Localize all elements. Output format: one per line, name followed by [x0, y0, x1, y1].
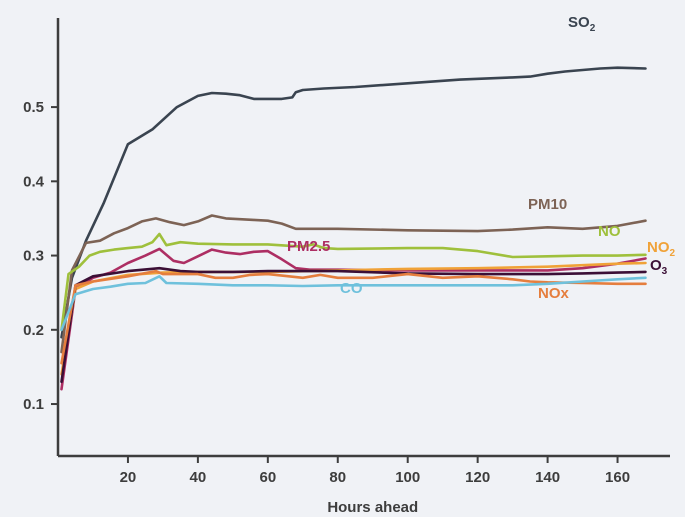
x-tick-label: 80	[329, 469, 346, 486]
x-ticks: 20 40 60 80 100 120 140 160	[120, 456, 630, 486]
series-label-text: PM10	[528, 196, 567, 213]
series-label-no: NO	[598, 223, 621, 240]
series-label-text: SO	[568, 14, 590, 31]
series-label-no2: NO2	[647, 239, 676, 259]
series-layer	[60, 66, 647, 391]
series-label-text: NO	[598, 223, 621, 240]
x-tick-label: 60	[259, 469, 276, 486]
x-tick-label: 140	[535, 469, 560, 486]
series-line-so2	[60, 66, 647, 339]
series-line-co	[60, 274, 647, 332]
series-label-text: CO	[340, 280, 363, 297]
series-line-no	[60, 232, 647, 332]
series-label-text: PM2.5	[287, 238, 330, 255]
x-tick-label: 160	[605, 469, 630, 486]
series-label-so2: SO2	[568, 14, 596, 34]
x-axis-title: Hours ahead	[327, 499, 418, 516]
y-ticks: 0.1 0.2 0.3 0.4 0.5	[23, 99, 58, 413]
series-label-subscript: 3	[662, 266, 668, 277]
series-label-subscript: 2	[590, 23, 596, 34]
y-tick-label: 0.3	[23, 248, 44, 265]
x-tick-label: 20	[120, 469, 137, 486]
series-label-co: CO	[340, 280, 363, 297]
series-line-pm25	[60, 247, 647, 391]
series-label-text: O	[650, 257, 662, 274]
series-label-text: NOx	[538, 285, 570, 302]
series-line-pm10	[60, 214, 647, 354]
y-tick-label: 0.4	[23, 173, 45, 190]
series-label-pm10: PM10	[528, 196, 567, 213]
series-label-text: NO	[647, 239, 670, 256]
x-tick-label: 120	[465, 469, 490, 486]
series-line-o3	[60, 266, 647, 384]
x-tick-label: 100	[395, 469, 420, 486]
x-tick-label: 40	[190, 469, 207, 486]
series-label-nox: NOx	[538, 285, 570, 302]
y-tick-label: 0.2	[23, 322, 44, 339]
y-tick-label: 0.5	[23, 99, 44, 116]
series-label-pm25: PM2.5	[287, 238, 330, 255]
series-label-o3: O3	[650, 257, 668, 277]
series-line-nox	[60, 269, 647, 365]
series-label-subscript: 2	[670, 248, 676, 259]
y-tick-label: 0.1	[23, 396, 44, 413]
